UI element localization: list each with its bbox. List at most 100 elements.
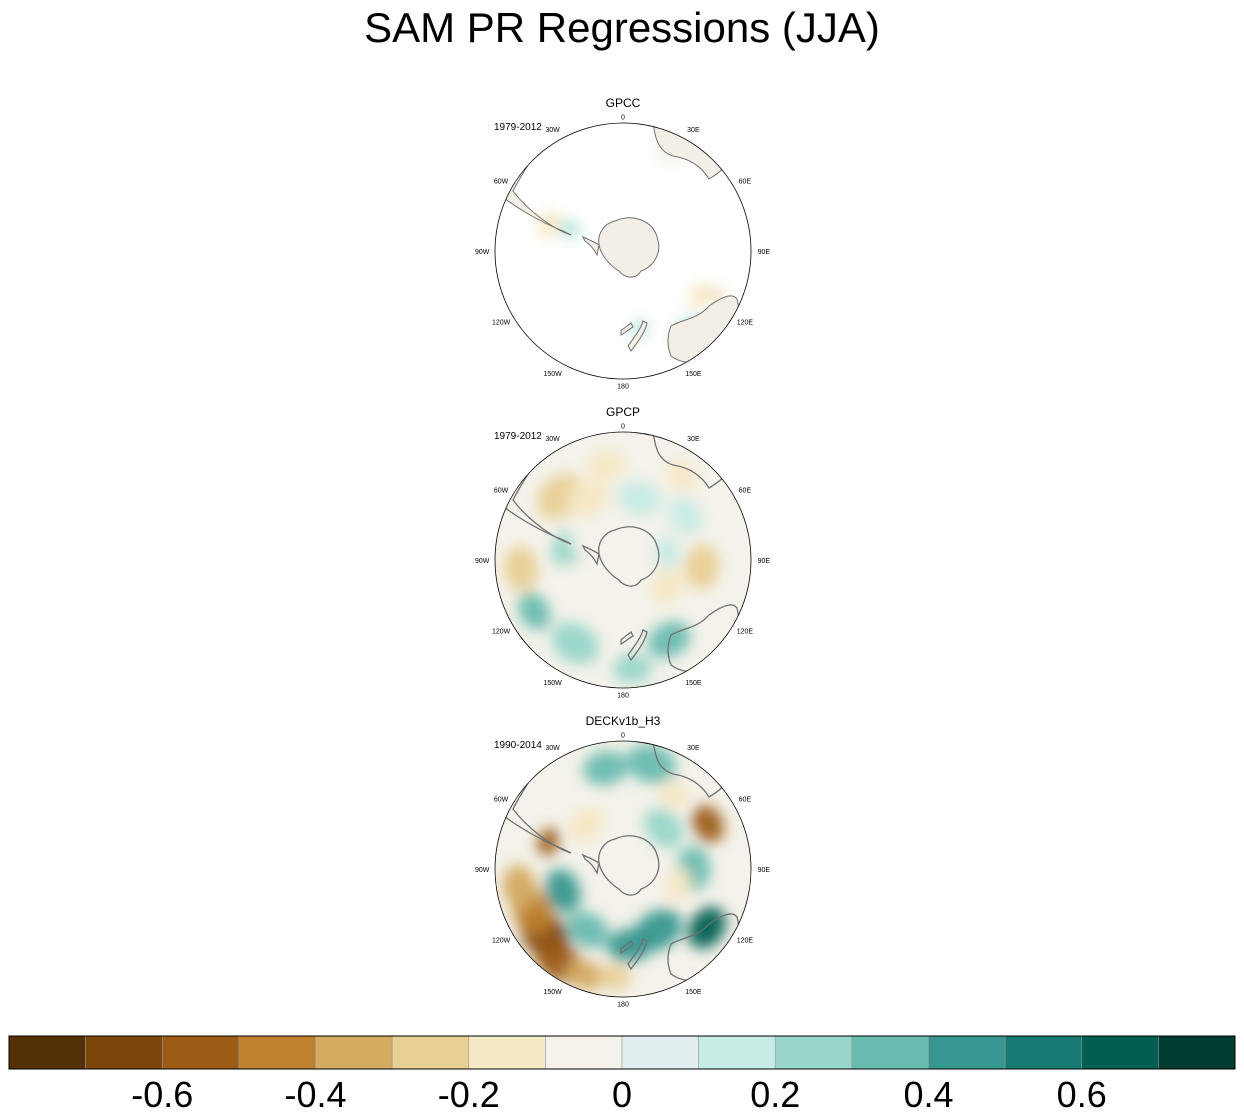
field-anomaly-18 xyxy=(596,964,631,991)
field-anomaly-1 xyxy=(566,480,610,518)
field-anomaly-5 xyxy=(685,544,720,590)
map-panel-gpcp: GPCP 1979-2012 0 30E 60E 90E 120E 150E 180 150W… xyxy=(475,405,770,699)
longitude-labels: 0 30E 60E 90E 120E 150E 180 150W 120W 90W 60W 30W xyxy=(475,733,770,1009)
colorbar-swatch xyxy=(851,1035,929,1070)
continent-antarctica xyxy=(598,835,660,896)
continent-new-zealand xyxy=(620,320,648,352)
colorbar-swatch xyxy=(698,1035,776,1070)
field-anomaly-12 xyxy=(566,911,610,949)
colorbar-tick-label: -0.6 xyxy=(131,1074,193,1115)
field-anomaly-4 xyxy=(669,497,703,535)
map-frame xyxy=(494,740,752,998)
panel-period: 1990-2014 xyxy=(494,740,542,751)
continent-new-zealand xyxy=(620,938,648,971)
longitude-labels: 0 30E 60E 90E 120E 150E 180 150W 120W 90W 60W 30W xyxy=(475,115,770,391)
panel-title: GPCP xyxy=(606,405,640,419)
colorbar-labels: -0.6 -0.4 -0.2 0 0.2 0.4 0.6 xyxy=(131,1074,1106,1115)
lon-label: 120W xyxy=(492,319,511,326)
lon-label: 30W xyxy=(545,745,560,752)
lon-label: 150E xyxy=(685,680,702,687)
colorbar-swatch xyxy=(85,1035,163,1070)
panel-title: GPCC xyxy=(606,96,641,110)
field-anomaly-16 xyxy=(666,461,698,491)
lon-label: 180 xyxy=(617,1001,629,1008)
panel-period: 1979-2012 xyxy=(494,431,542,442)
field-anomaly-16 xyxy=(568,807,604,842)
lon-label: 120E xyxy=(737,319,754,326)
lon-label: 120W xyxy=(492,937,511,944)
continent-antarctic-peninsula xyxy=(581,544,600,566)
colorbar-swatch xyxy=(468,1035,546,1070)
lon-label: 60E xyxy=(739,488,752,495)
colorbar-tick-label: 0 xyxy=(612,1074,632,1115)
colorbar-swatch xyxy=(238,1035,316,1070)
lon-label: 60W xyxy=(494,179,509,186)
colorbar-swatch xyxy=(1158,1035,1236,1070)
continent-antarctica xyxy=(598,526,660,587)
colorbar-swatch xyxy=(315,1035,393,1070)
field-anomaly-11 xyxy=(504,546,538,592)
map-frame xyxy=(494,431,752,689)
field-anomaly-2 xyxy=(586,450,626,481)
lon-label: 150W xyxy=(543,371,562,378)
colorbar xyxy=(8,1035,1236,1070)
map-frame xyxy=(494,122,752,380)
field-anomaly-19 xyxy=(658,781,691,810)
field-anomaly-15 xyxy=(643,808,684,849)
lon-label: 180 xyxy=(617,383,629,390)
lon-label: 0 xyxy=(621,115,625,122)
colorbar-swatch xyxy=(928,1035,1006,1070)
lon-label: 90W xyxy=(475,867,490,874)
colorbar-tick-label: -0.4 xyxy=(284,1074,346,1115)
map-panel-gpcc: GPCC 1979-2012 0 30E 60E 90E 120E 150E 180 150W… xyxy=(475,96,770,390)
lon-label: 90W xyxy=(475,558,490,565)
map-panel-deckv1b-h3: DECKv1b_H3 1990-2014 0 30E 60E 90E 120E 150E 1… xyxy=(475,714,770,1008)
colorbar-swatch xyxy=(621,1035,699,1070)
colorbar-swatch xyxy=(391,1035,470,1070)
field-anomaly-15 xyxy=(654,535,680,569)
lon-label: 90E xyxy=(758,249,771,256)
lon-label: 120W xyxy=(492,628,511,635)
lon-label: 120E xyxy=(737,628,754,635)
lon-label: 60E xyxy=(739,179,752,186)
field-anomaly-14 xyxy=(555,563,583,597)
lon-label: 150W xyxy=(543,680,562,687)
lon-label: 90E xyxy=(758,558,771,565)
lon-label: 30E xyxy=(687,745,700,752)
lon-label: 90E xyxy=(758,867,771,874)
lon-label: 60W xyxy=(494,797,509,804)
colorbar-swatch xyxy=(1004,1035,1083,1070)
field-anomaly-17 xyxy=(665,867,692,901)
field-anomaly-13 xyxy=(545,868,581,913)
colorbar-tick-label: 0.6 xyxy=(1057,1074,1107,1115)
field-anomaly-9 xyxy=(687,906,726,949)
lon-label: 0 xyxy=(621,424,625,431)
lon-label: 150E xyxy=(685,989,702,996)
lon-label: 30W xyxy=(545,127,560,134)
field-anomaly-9 xyxy=(551,622,599,664)
field-anomaly-2 xyxy=(569,222,583,239)
field-anomaly-4 xyxy=(689,282,713,310)
precip-field xyxy=(502,744,726,991)
field-anomaly-7 xyxy=(626,744,677,784)
lon-label: 60W xyxy=(494,488,509,495)
continent-antarctic-peninsula xyxy=(581,853,600,875)
lon-label: 150E xyxy=(685,371,702,378)
panel-period: 1979-2012 xyxy=(494,122,542,133)
lon-label: 0 xyxy=(621,733,625,740)
lon-label: 90W xyxy=(475,249,490,256)
continent-new-zealand xyxy=(620,629,648,662)
lon-label: 180 xyxy=(617,692,629,699)
field-anomaly-3 xyxy=(502,864,537,910)
lon-label: 30E xyxy=(687,127,700,134)
precip-field xyxy=(504,450,720,684)
colorbar-swatch xyxy=(161,1035,240,1070)
colorbar-tick-label: -0.2 xyxy=(438,1074,500,1115)
field-anomaly-10 xyxy=(518,592,551,630)
longitude-labels: 0 30E 60E 90E 120E 150E 180 150W 120W 90W 60W 30W xyxy=(475,424,770,700)
field-anomaly-6 xyxy=(691,805,724,843)
colorbar-swatch xyxy=(545,1035,623,1070)
figure-title: SAM PR Regressions (JJA) xyxy=(364,4,880,51)
continent-antarctic-peninsula xyxy=(581,235,600,257)
